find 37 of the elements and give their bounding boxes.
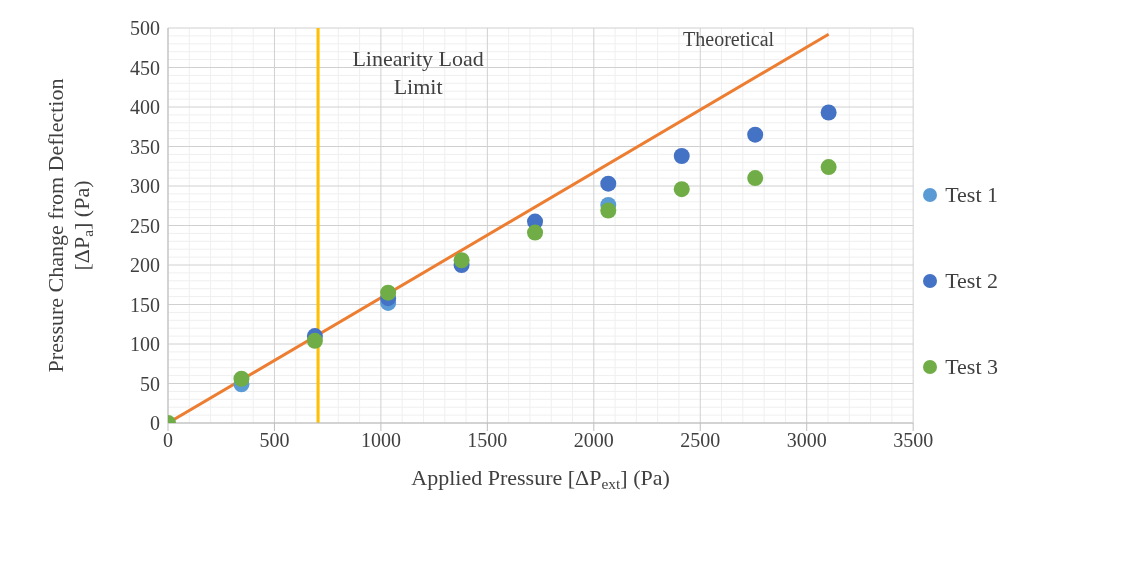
ref-line-label: Linearity Load Limit [352, 46, 484, 99]
point [306, 332, 323, 349]
x-tick-label: 3000 [786, 429, 827, 452]
series-label: Theoretical [683, 28, 775, 51]
legend-label: Test 1 [945, 181, 998, 208]
y-tick-label: 0 [150, 412, 160, 435]
x-axis-title: Applied Pressure [ΔP$_{ext}$] (Pa) [411, 465, 670, 492]
legend-label: Test 3 [945, 353, 998, 380]
y-tick-label: 100 [130, 333, 160, 356]
point [747, 170, 764, 187]
point [453, 252, 470, 269]
x-tick-label: 3500 [893, 429, 934, 452]
point [600, 175, 617, 192]
point [233, 370, 250, 387]
x-tick-label: 500 [259, 429, 290, 452]
point [600, 202, 617, 219]
y-tick-label: 200 [130, 254, 160, 277]
point [673, 147, 690, 164]
x-tick-label: 1500 [467, 429, 508, 452]
y-tick-label: 500 [130, 17, 160, 40]
y-tick-label: 400 [130, 96, 160, 119]
point [527, 224, 544, 241]
legend-label: Test 2 [945, 267, 998, 294]
x-tick-label: 2000 [573, 429, 614, 452]
y-tick-label: 150 [130, 293, 160, 316]
y-tick-label: 350 [130, 135, 160, 158]
y-tick-label: 450 [130, 56, 160, 79]
y-tick-label: 300 [130, 175, 160, 198]
point [380, 284, 397, 301]
x-tick-label: 2500 [680, 429, 721, 452]
point [820, 104, 837, 121]
y-tick-label: 250 [130, 214, 160, 237]
x-tick-label: 1000 [360, 429, 401, 452]
point [673, 181, 690, 198]
point [747, 126, 764, 143]
point [820, 159, 837, 176]
y-tick-label: 50 [140, 372, 160, 395]
